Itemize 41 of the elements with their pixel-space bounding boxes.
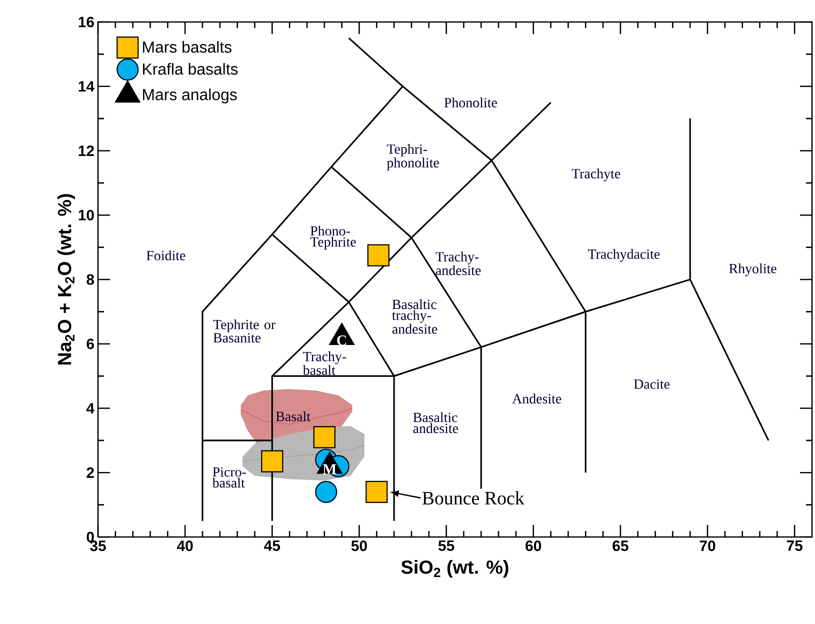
- annotation: Dacite: [634, 379, 670, 389]
- annotation: Picro-basalt: [212, 467, 246, 488]
- annotation: Trachydacite: [588, 249, 660, 262]
- annotation: Trachy-andesite: [436, 252, 481, 276]
- x-tick-label: 50: [351, 540, 367, 552]
- x-tick-label: 75: [786, 540, 802, 551]
- annotation: Tephrite or Basanite: [213, 319, 276, 343]
- annotation: Phono-Tephrite: [310, 226, 356, 250]
- x-tick-label: 45: [264, 540, 280, 551]
- x-tick-label: 70: [700, 540, 716, 552]
- x-tick-label: 65: [612, 540, 628, 552]
- x-tick-label: 60: [526, 540, 542, 552]
- annotation: Bounce Rock: [422, 491, 524, 505]
- legend-label: Mars basalts: [143, 41, 232, 53]
- annotation: Trachyte: [572, 168, 620, 182]
- annotation: Tephri-phonolite: [386, 144, 439, 170]
- y-tick-label: 4: [86, 403, 94, 414]
- annotation: Foidite: [146, 250, 186, 260]
- x-tick-label: 40: [176, 540, 193, 552]
- y-tick-label: 14: [78, 81, 94, 92]
- y-tick-label: 16: [78, 16, 94, 28]
- legend-label: Mars analogs: [143, 88, 237, 104]
- y-tick-label: 8: [86, 274, 94, 285]
- annotation: Phonolite: [444, 98, 497, 108]
- data-label: M: [322, 464, 336, 474]
- y-tick-label: 12: [78, 146, 94, 156]
- annotation: Rhyolite: [729, 263, 776, 276]
- x-axis-title: SiO$_{2}$ (wt. %): [401, 560, 508, 578]
- annotation: Trachy-basalt: [302, 351, 346, 375]
- y-tick-label: 0: [86, 532, 94, 542]
- annotation: Basaltic trachy-andesite: [392, 299, 438, 334]
- annotation: Andesite: [512, 394, 562, 404]
- legend-label: Krafla basalts: [143, 63, 238, 75]
- annotation: Basalt: [276, 411, 310, 422]
- annotation: Basaltic andesite: [413, 412, 458, 434]
- x-tick-label: 35: [90, 540, 106, 552]
- y-tick-label: 2: [86, 467, 94, 478]
- y-axis-title: Na$_{2}$O + K$_{2}$O (wt. %): [57, 194, 76, 365]
- y-tick-label: 6: [86, 338, 94, 350]
- y-tick-label: 10: [78, 210, 94, 220]
- x-tick-label: 55: [438, 540, 454, 551]
